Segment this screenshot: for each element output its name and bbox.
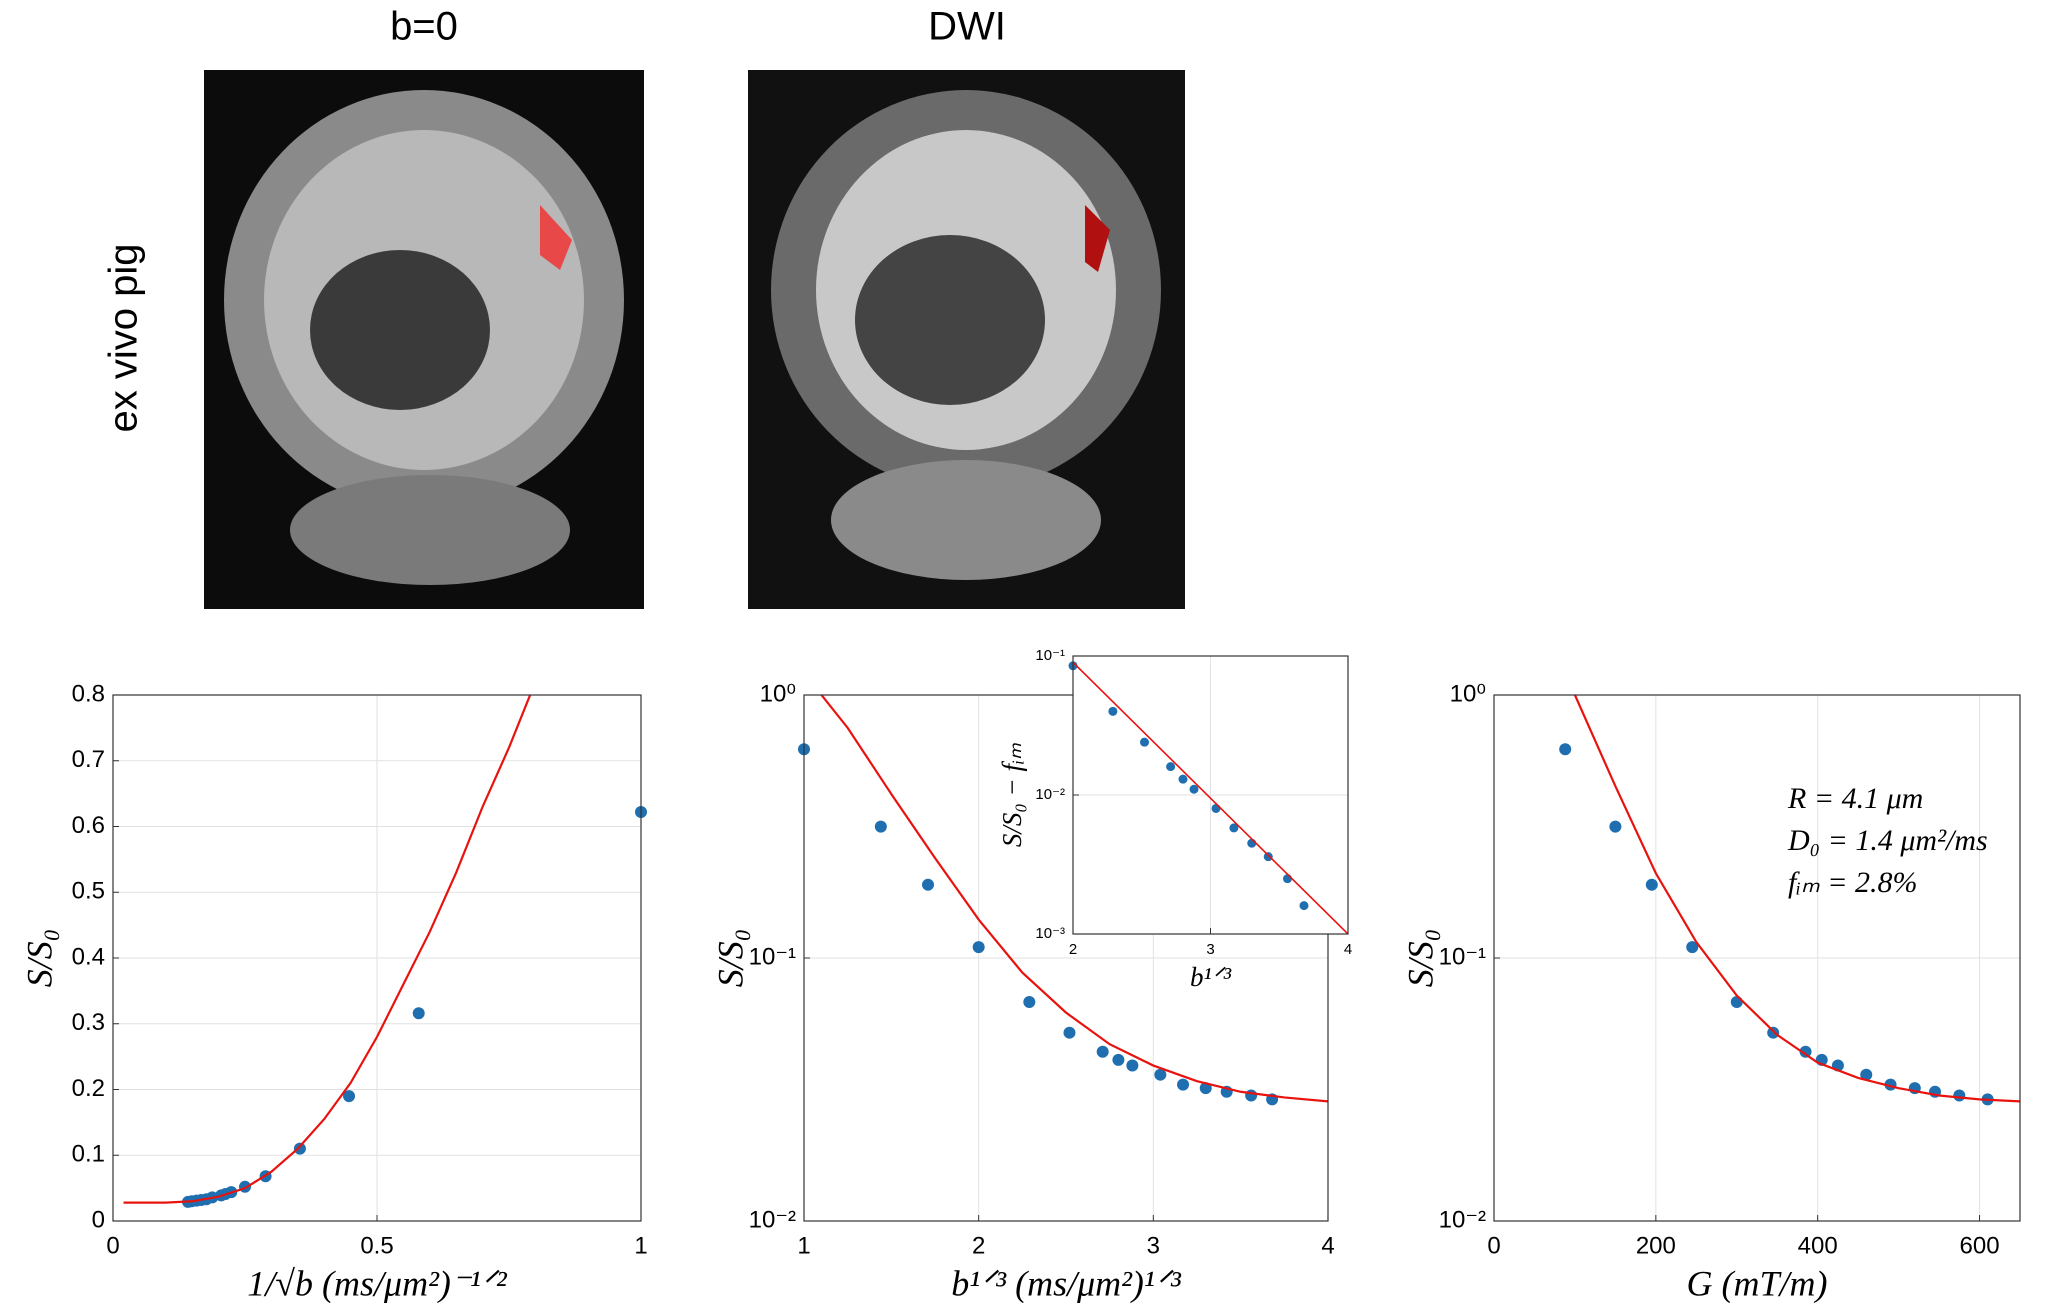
fit-line <box>1073 661 1348 934</box>
x-tick-label: 0.5 <box>360 1232 393 1259</box>
y-tick-label: 10⁻² <box>749 1206 796 1233</box>
y-tick-label: 0 <box>92 1206 105 1233</box>
data-point <box>1283 874 1292 884</box>
chart: 10⁻² 10⁻¹ 10⁰ 0 200 400 600 G (mT/m) S/S₀ R = 4.1… <box>1400 680 2021 1303</box>
data-point <box>1063 1026 1076 1039</box>
x-tick-label: 1 <box>634 1232 647 1259</box>
x-tick-label: 0 <box>106 1232 119 1259</box>
y-tick-label: 10⁻¹ <box>1035 647 1065 664</box>
y-tick-label: 0.4 <box>72 943 105 970</box>
brain-image <box>748 70 1185 609</box>
chart: 10⁻³ 10⁻² 10⁻¹ 2 3 4 b¹ᐟ³ S/S₀ − fᵢₘ <box>997 647 1352 992</box>
data-point <box>1166 762 1176 772</box>
row-label: ex vivo pig <box>102 244 146 433</box>
y-tick-label: 0.3 <box>72 1009 105 1036</box>
axes-box <box>112 694 642 1222</box>
data-point <box>1247 838 1257 848</box>
data-point <box>1177 1078 1190 1091</box>
data-point <box>1299 901 1309 911</box>
brain-image <box>204 70 644 609</box>
y-axis-label: S/S₀ − fᵢₘ <box>997 743 1027 847</box>
data-point <box>1767 1026 1780 1039</box>
y-axis-label: S/S₀ <box>710 929 750 988</box>
image-title: DWI <box>928 5 1006 49</box>
annotation: D₀ = 1.4 μm²/ms <box>1787 824 1988 857</box>
axes-box <box>803 694 1329 1222</box>
data-point <box>1730 996 1743 1009</box>
x-tick-label: 1 <box>797 1232 810 1259</box>
data-point <box>922 878 935 891</box>
y-tick-label: 10⁻³ <box>1035 925 1065 942</box>
fit-line <box>1573 695 2020 1103</box>
x-tick-label: 3 <box>1206 941 1214 958</box>
x-tick-label: 400 <box>1798 1232 1838 1259</box>
y-tick-label: 0.1 <box>72 1141 105 1168</box>
x-tick-label: 2 <box>972 1232 985 1259</box>
y-tick-label: 10⁰ <box>760 680 796 707</box>
annotation: R = 4.1 μm <box>1787 782 1923 815</box>
fit-line <box>820 695 1328 1103</box>
data-point <box>1263 852 1273 862</box>
y-tick-label: 10⁻¹ <box>1439 943 1486 970</box>
data-point <box>972 941 985 954</box>
data-point <box>1126 1059 1139 1072</box>
y-axis-label: S/S₀ <box>19 929 59 988</box>
y-tick-label: 0.5 <box>72 878 105 905</box>
data-point <box>293 1142 306 1155</box>
y-tick-label: 10⁻¹ <box>749 943 796 970</box>
data-point <box>1189 784 1199 794</box>
y-tick-label: 10⁻² <box>1035 786 1065 803</box>
data-point <box>1023 996 1036 1009</box>
data-point <box>1645 878 1658 891</box>
axes-box <box>1493 694 2021 1222</box>
x-tick-label: 600 <box>1960 1232 2000 1259</box>
data-point <box>1559 743 1572 756</box>
data-point <box>1096 1045 1109 1058</box>
fit-line <box>123 695 532 1204</box>
data-point <box>239 1180 251 1193</box>
x-axis-label: b¹ᐟ³ (ms/μm²)¹ᐟ³ <box>951 1263 1182 1303</box>
data-point <box>1229 823 1239 833</box>
data-point <box>1686 941 1699 954</box>
data-point <box>1799 1045 1812 1058</box>
data-point <box>1211 803 1221 813</box>
y-axis-label: S/S₀ <box>1400 929 1440 988</box>
data-point <box>874 820 887 833</box>
x-axis-label: 1/√b (ms/μm²)⁻¹ᐟ² <box>247 1263 508 1303</box>
data-point <box>343 1090 356 1103</box>
y-tick-label: 0.6 <box>72 812 105 839</box>
x-tick-label: 4 <box>1321 1232 1334 1259</box>
data-point <box>1860 1068 1873 1081</box>
x-axis-label: b¹ᐟ³ <box>1190 962 1232 992</box>
x-tick-label: 4 <box>1344 941 1352 958</box>
y-tick-label: 10⁻² <box>1439 1206 1486 1233</box>
y-tick-label: 10⁰ <box>1450 680 1486 707</box>
data-point <box>1953 1089 1966 1102</box>
data-point <box>1609 820 1622 833</box>
data-point <box>1154 1068 1167 1081</box>
x-axis-label: G (mT/m) <box>1687 1263 1828 1303</box>
axes-box <box>1072 655 1349 935</box>
data-point <box>412 1007 425 1020</box>
chart: 0 0.1 0.2 0.3 0.4 0.5 0.6 0.7 0.8 0 0.5 1 1/√b (ms/μ… <box>19 680 647 1303</box>
x-tick-label: 200 <box>1636 1232 1676 1259</box>
data-point <box>1108 706 1118 716</box>
y-tick-label: 0.7 <box>72 746 105 773</box>
x-tick-label: 0 <box>1487 1232 1500 1259</box>
data-point <box>1178 774 1188 784</box>
data-point <box>1140 737 1149 747</box>
image-title: b=0 <box>390 5 458 49</box>
data-point <box>1112 1053 1125 1066</box>
x-tick-label: 2 <box>1069 941 1077 958</box>
y-tick-label: 0.2 <box>72 1075 105 1102</box>
annotation: fᵢₘ = 2.8% <box>1788 866 1918 899</box>
data-point <box>1245 1089 1258 1102</box>
y-tick-label: 0.8 <box>72 680 105 707</box>
x-tick-label: 3 <box>1147 1232 1160 1259</box>
